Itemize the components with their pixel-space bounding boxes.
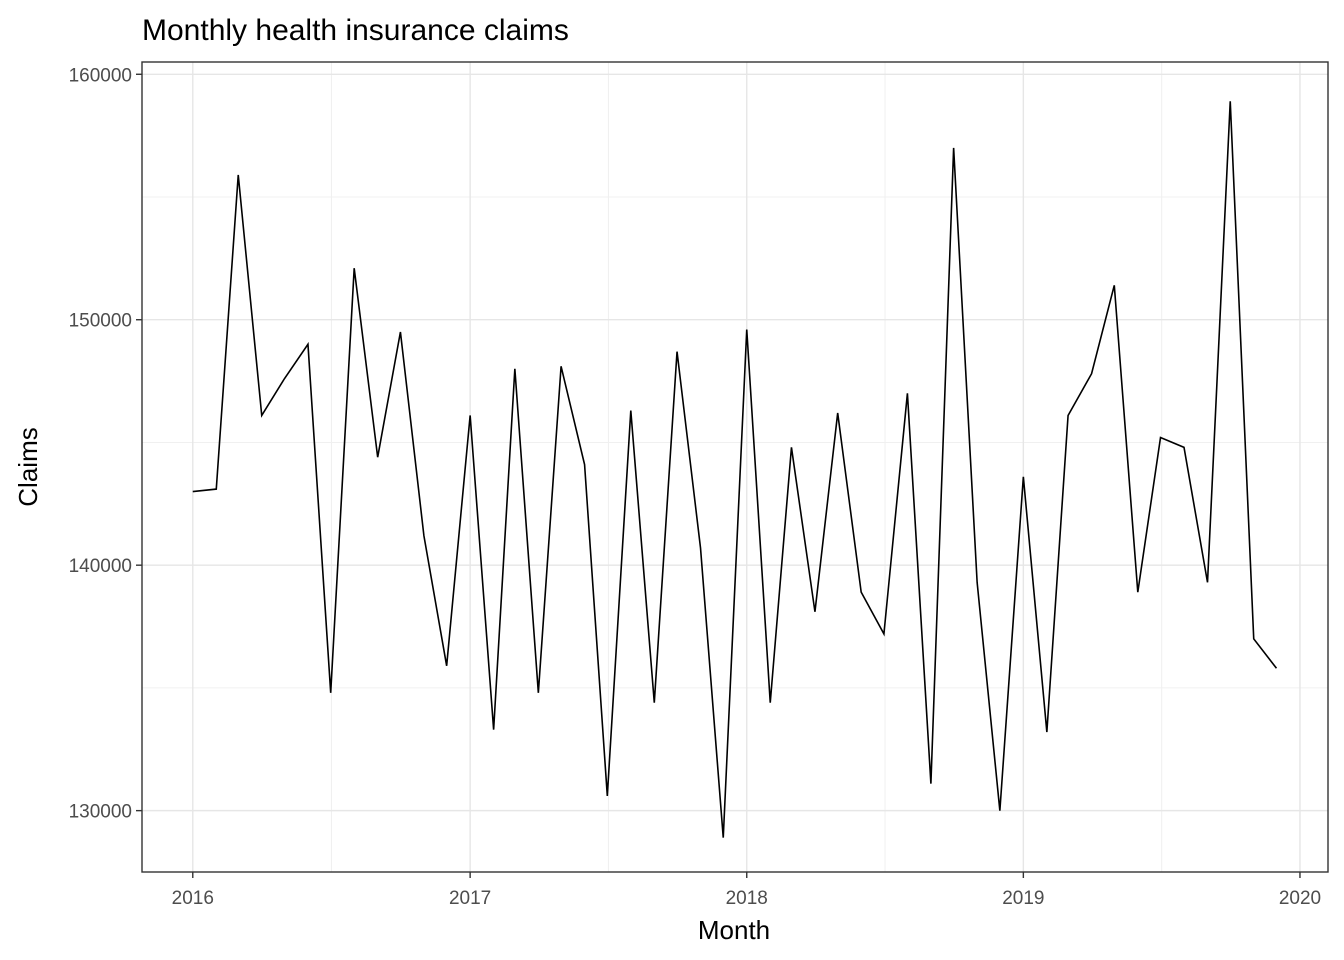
y-tick-label: 160000: [69, 65, 132, 86]
series-line: [192, 101, 1278, 838]
y-tick-label: 150000: [69, 311, 132, 332]
minor-gridlines: [142, 62, 1328, 872]
chart-title: Monthly health insurance claims: [142, 14, 569, 47]
y-axis-title: Claims: [13, 427, 43, 506]
data-point: [930, 783, 932, 785]
data-point: [377, 456, 379, 458]
data-point: [837, 412, 839, 414]
data-point: [307, 343, 309, 345]
data-point: [446, 665, 448, 667]
data-point: [237, 174, 239, 176]
data-point: [192, 491, 194, 493]
data-point: [284, 378, 286, 380]
data-point: [630, 410, 632, 412]
data-point: [423, 535, 425, 537]
data-point: [607, 795, 609, 797]
x-tick-label: 2016: [172, 888, 214, 909]
data-point: [976, 582, 978, 584]
y-tick-label: 130000: [69, 802, 132, 823]
x-tick-label: 2017: [449, 888, 491, 909]
data-point: [514, 368, 516, 370]
y-tick-label: 140000: [69, 556, 132, 577]
data-point: [953, 147, 955, 149]
data-point: [538, 692, 540, 694]
data-point: [653, 702, 655, 704]
data-point: [330, 692, 332, 694]
data-point: [1113, 285, 1115, 287]
data-point: [676, 351, 678, 353]
data-point: [769, 702, 771, 704]
data-point: [999, 810, 1001, 812]
x-tick-label: 2018: [726, 888, 768, 909]
data-point: [1137, 591, 1139, 593]
data-point: [560, 366, 562, 368]
data-point: [1207, 582, 1209, 584]
axis-ticks: [136, 73, 1301, 878]
data-point: [746, 329, 748, 331]
tick-labels: 130000 140000 150000 160000 2016 2017 2018 2019…: [69, 65, 1322, 909]
data-point: [1023, 476, 1025, 478]
x-axis-title: Month: [698, 915, 770, 945]
x-tick-label: 2019: [1002, 888, 1044, 909]
data-point: [814, 611, 816, 613]
major-gridlines: [142, 62, 1328, 872]
data-point: [791, 447, 793, 449]
data-point: [584, 464, 586, 466]
data-point: [1067, 415, 1069, 417]
data-point: [353, 267, 355, 269]
data-point: [215, 488, 217, 490]
data-point: [1276, 667, 1278, 669]
data-point: [493, 729, 495, 731]
data-point: [1160, 437, 1162, 439]
data-point: [1046, 731, 1048, 733]
series-layer: [192, 100, 1278, 839]
data-point: [261, 415, 263, 417]
data-point: [883, 633, 885, 635]
data-point: [860, 591, 862, 593]
data-point: [1183, 447, 1185, 449]
plot-panel-border: [141, 61, 1329, 873]
data-point: [1229, 100, 1231, 102]
data-point: [469, 415, 471, 417]
data-point: [722, 837, 724, 839]
data-point: [400, 331, 402, 333]
data-point: [1091, 373, 1093, 375]
data-point: [700, 547, 702, 549]
data-point: [1253, 638, 1255, 640]
x-tick-label: 2020: [1279, 888, 1321, 909]
data-point: [907, 393, 909, 395]
